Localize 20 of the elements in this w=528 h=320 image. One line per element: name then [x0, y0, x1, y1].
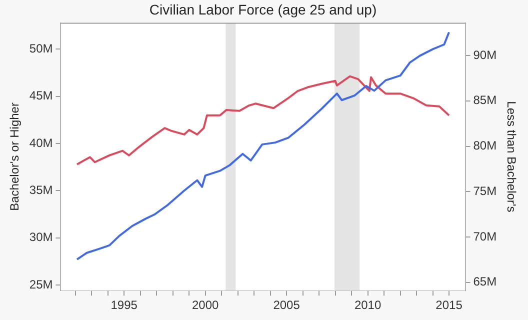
y2-tick-label: 90M	[473, 48, 497, 62]
y-tick-label: 50M	[29, 42, 53, 56]
y2-axis-title: Less than Bachelor's	[504, 101, 518, 212]
y-tick-label: 30M	[29, 230, 53, 244]
y2-tick-label: 70M	[473, 229, 497, 244]
y-axis-title: Bachelor's or Higher	[8, 102, 22, 211]
x-tick-label: 2015	[436, 298, 463, 312]
x-tick-label: 1995	[110, 298, 138, 312]
x-tick-label: 2010	[354, 298, 382, 312]
y2-tick-label: 80M	[473, 138, 497, 153]
y2-tick-label: 85M	[473, 93, 497, 108]
y2-tick-label: 65M	[473, 274, 497, 289]
y2-tick-label: 75M	[473, 184, 497, 198]
chart-title: Civilian Labor Force (age 25 and up)	[149, 1, 377, 18]
x-tick-label: 2000	[192, 298, 219, 312]
y-tick-label: 25M	[29, 277, 53, 292]
y-tick-label: 35M	[29, 182, 53, 197]
y-tick-label: 45M	[29, 88, 53, 103]
y-tick-label: 40M	[29, 136, 53, 150]
x-tick-label: 2005	[273, 298, 300, 312]
